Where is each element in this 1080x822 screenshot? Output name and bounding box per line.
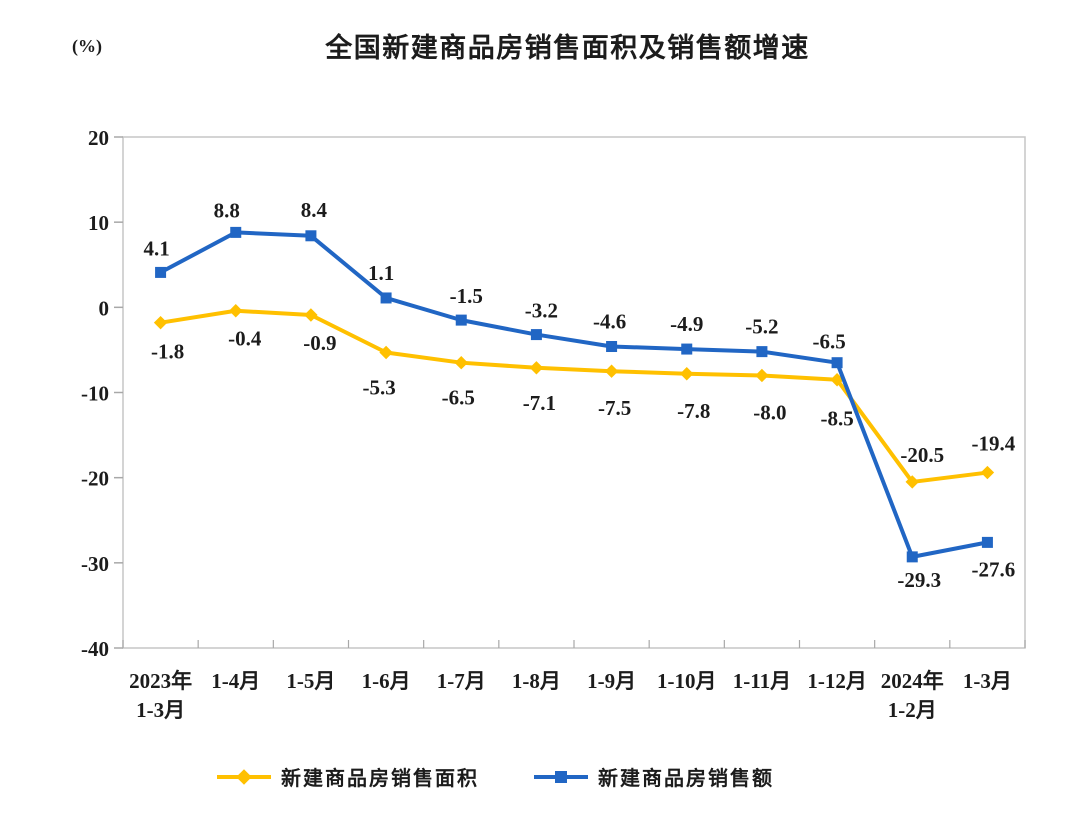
data-point-label: -5.3 [362, 375, 395, 399]
data-point-label: -20.5 [900, 443, 944, 467]
data-point-label: -0.4 [228, 327, 262, 351]
data-point-label: -1.5 [450, 284, 483, 308]
x-axis-tick-label: 1-10月 [657, 669, 717, 693]
chart-title: 全国新建商品房销售面积及销售额增速 [325, 33, 810, 63]
series-line-1 [159, 230, 988, 559]
legend-item-sales-value: 新建商品房销售额 [533, 762, 774, 791]
data-point-label: -7.5 [598, 396, 631, 420]
data-point-marker [155, 266, 167, 278]
data-point-label: -7.1 [523, 391, 556, 415]
x-axis-tick-label: 1-9月 [587, 669, 636, 693]
data-point-marker [305, 230, 317, 242]
data-point-label: 1.1 [368, 261, 394, 285]
data-point-marker [529, 361, 544, 375]
data-point-label: -1.8 [151, 340, 184, 364]
legend-item-sales-area: 新建商品房销售面积 [216, 762, 479, 791]
y-axis-tick-label: -10 [81, 382, 109, 406]
x-axis-tick-label: 1-8月 [512, 669, 561, 693]
data-point-label: 4.1 [143, 236, 169, 260]
data-point-label: -4.9 [670, 312, 703, 336]
line-chart-canvas: 20 10 0 -10 -20 -30 -40 2023年 1-3月 1-4月 1-5月 1-6月 1-… [81, 126, 1026, 722]
data-point-label: -3.2 [525, 299, 558, 323]
y-axis-unit-label: (%) [72, 36, 102, 56]
x-axis-tick-label: 1-11月 [733, 669, 791, 693]
plot-frame [122, 136, 1026, 649]
data-point-label: -6.5 [442, 386, 475, 410]
data-point-label: -7.8 [677, 399, 710, 423]
y-axis-tick-label: -20 [81, 467, 109, 491]
data-point-label: -8.5 [820, 407, 853, 431]
data-point-marker [980, 465, 995, 480]
legend-line-square-icon [534, 770, 588, 783]
data-point-marker [604, 364, 619, 378]
data-point-label: -29.3 [897, 568, 941, 592]
data-point-marker [153, 315, 168, 330]
data-point-marker [755, 368, 769, 383]
data-point-marker [229, 304, 243, 318]
x-axis-tick-label: 1-3月 [963, 669, 1012, 693]
data-point-label: -4.6 [593, 310, 626, 334]
x-axis-tick-label: 1-5月 [286, 669, 335, 693]
data-point-marker [304, 308, 318, 322]
data-point-marker [680, 367, 694, 381]
data-point-marker [454, 355, 468, 370]
data-point-marker [981, 536, 993, 548]
data-point-marker [530, 329, 542, 341]
data-point-marker [606, 341, 618, 353]
data-point-marker [831, 357, 843, 369]
data-point-label: -0.9 [303, 331, 336, 355]
x-axis-tick-label: 1-7月 [437, 669, 486, 693]
x-axis-tick-label: 2023年 [129, 669, 192, 693]
data-point-label: -5.2 [745, 315, 778, 339]
series-line-0 [160, 308, 988, 484]
x-axis-tick-label: 1-4月 [211, 669, 260, 693]
legend-line-diamond-icon [217, 768, 271, 785]
data-point-label: -19.4 [972, 432, 1016, 456]
data-point-label: -6.5 [812, 330, 845, 354]
data-point-marker [379, 345, 393, 360]
chart-legend: 新建商品房销售面积 新建商品房销售额 [0, 762, 1035, 791]
data-point-label: -27.6 [972, 557, 1016, 581]
data-point-marker [455, 314, 467, 326]
data-point-marker [681, 343, 693, 355]
y-axis-tick-label: -30 [81, 552, 109, 576]
legend-label-sales-value: 新建商品房销售额 [598, 768, 774, 790]
x-axis-tick-label: 1-3月 [136, 698, 185, 722]
x-axis-tick-label: 1-6月 [362, 669, 411, 693]
y-axis-tick-label: 0 [99, 296, 110, 320]
data-point-marker [906, 551, 918, 563]
data-point-label: -8.0 [753, 400, 786, 424]
y-axis-tick-label: 10 [88, 211, 109, 235]
y-axis-tick-label: 20 [88, 126, 109, 150]
data-point-marker [230, 226, 242, 238]
y-axis-tick-label: -40 [81, 637, 109, 661]
x-axis-tick-label: 1-12月 [807, 669, 867, 693]
x-axis-tick-label: 1-2月 [888, 698, 937, 722]
data-point-marker [380, 292, 392, 304]
legend-label-sales-area: 新建商品房销售面积 [281, 768, 479, 790]
data-point-label: 8.4 [301, 198, 328, 222]
x-axis-tick-label: 2024年 [881, 669, 944, 693]
data-point-marker [756, 346, 768, 358]
data-point-label: 8.8 [214, 198, 240, 222]
